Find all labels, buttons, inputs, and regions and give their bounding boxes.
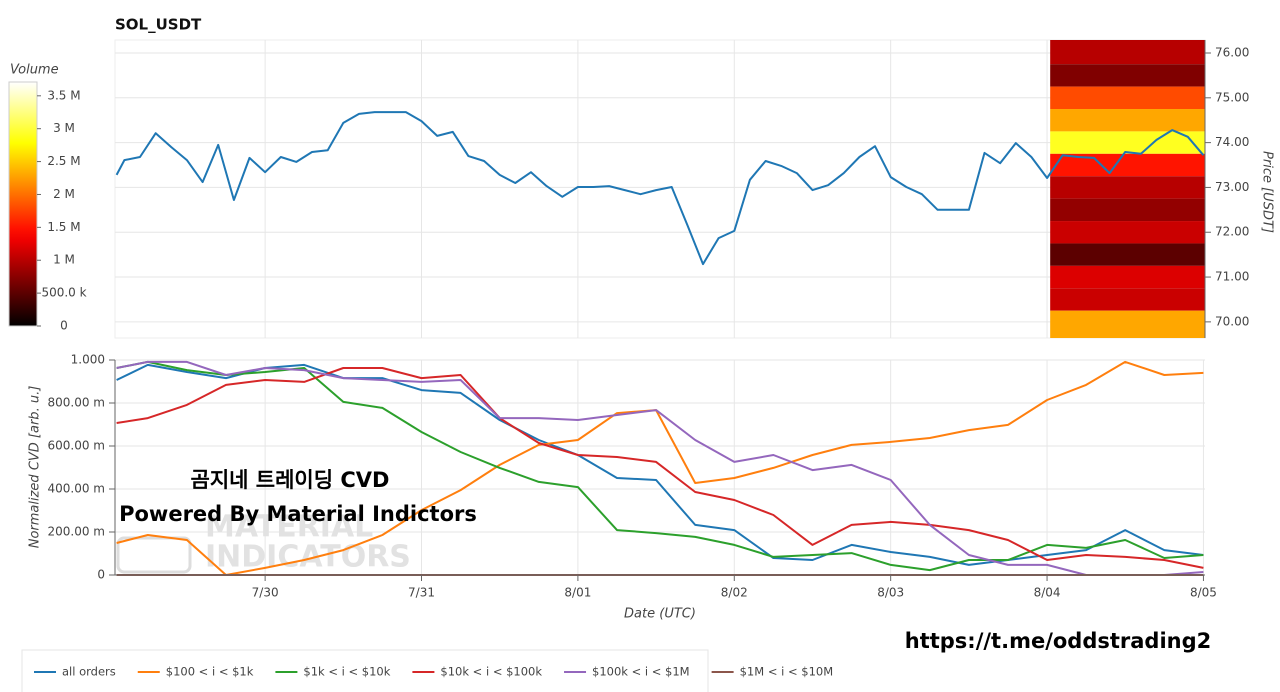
heatmap-cell	[1050, 64, 1205, 87]
x-tick-label: 8/02	[721, 586, 748, 600]
series-line	[116, 360, 1204, 576]
colorbar-tick-label: 3.5 M	[47, 88, 80, 102]
series-line	[116, 367, 1204, 569]
legend-label: $100 < i < $1k	[166, 665, 254, 679]
y-tick-label: 76.00	[1215, 45, 1249, 59]
colorbar-title: Volume	[10, 63, 59, 78]
series-line	[116, 363, 1204, 566]
heatmap-cell	[1050, 198, 1205, 222]
x-tick-label: 8/01	[564, 586, 591, 600]
legend-label: $1k < i < $10k	[303, 665, 390, 679]
y-tick-label: 200.00 m	[48, 525, 106, 539]
y-tick-label: 1.000	[71, 353, 105, 367]
headline: 곰지네 트레이딩 CVD	[191, 468, 390, 492]
legend-label: $10k < i < $100k	[440, 665, 542, 679]
colorbar-tick-label: 500.0 k	[41, 286, 86, 300]
colorbar	[8, 81, 38, 327]
watermark: INDICATORS	[205, 540, 411, 575]
y-tick-label: 73.00	[1215, 180, 1249, 194]
y-axis-label: Price [USDT]	[1260, 151, 1275, 233]
colorbar-tick-label: 1 M	[53, 253, 75, 267]
x-tick-label: 8/05	[1190, 586, 1217, 600]
legend-label: $1M < i < $10M	[740, 665, 834, 679]
heatmap-cell	[1050, 153, 1205, 177]
heatmap-cell	[1050, 288, 1205, 311]
powered-by: Powered By Material Indictors	[119, 502, 477, 526]
y-tick-label: 71.00	[1215, 270, 1249, 284]
heatmap-cell	[1050, 243, 1205, 266]
x-tick-label: 8/04	[1034, 586, 1061, 600]
y-tick-label: 0	[97, 568, 105, 582]
chart-title: SOL_USDT	[115, 16, 202, 34]
y-tick-label: 75.00	[1215, 90, 1249, 104]
watermark: MATERIAL	[205, 510, 373, 545]
heatmap-cell	[1050, 86, 1205, 110]
y-axis-label: Normalized CVD [arb. u.]	[28, 386, 43, 549]
legend-box	[21, 649, 709, 692]
colorbar-tick-label: 3 M	[53, 121, 75, 135]
heatmap-cell	[1050, 109, 1205, 132]
heatmap-cell	[1050, 176, 1205, 199]
legend-label: all orders	[62, 665, 116, 679]
heatmap-cell	[1050, 310, 1205, 338]
link: https://t.me/oddstrading2	[905, 629, 1212, 653]
series-line	[115, 111, 1205, 266]
x-tick-label: 7/31	[408, 586, 435, 600]
y-tick-label: 800.00 m	[48, 396, 106, 410]
y-tick-label: 72.00	[1215, 225, 1249, 239]
colorbar-tick-label: 0	[60, 319, 68, 333]
y-tick-label: 74.00	[1215, 135, 1249, 149]
legend-label: $100k < i < $1M	[592, 665, 690, 679]
heatmap-cell	[1050, 265, 1205, 289]
x-tick-label: 8/03	[877, 586, 904, 600]
colorbar-tick-label: 2 M	[53, 187, 75, 201]
x-axis-label: Date (UTC)	[624, 607, 696, 622]
heatmap-cell	[1050, 221, 1205, 244]
watermark-logo	[116, 536, 192, 574]
y-tick-label: 400.00 m	[48, 482, 106, 496]
colorbar-tick-label: 1.5 M	[47, 220, 80, 234]
y-tick-label: 70.00	[1215, 314, 1249, 328]
x-tick-label: 7/30	[252, 586, 279, 600]
colorbar-tick-label: 2.5 M	[47, 154, 80, 168]
heatmap-cell	[1050, 131, 1205, 154]
y-tick-label: 600.00 m	[48, 439, 106, 453]
heatmap-cell	[1050, 40, 1205, 65]
